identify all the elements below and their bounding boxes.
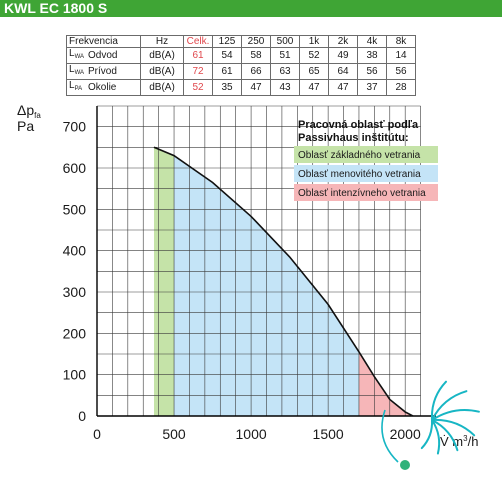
row-symbol: LWA [66, 47, 87, 64]
fan-logo-icon [431, 390, 468, 421]
legend-title: Passivhaus inštitútu: [298, 132, 409, 144]
legend-swatch [294, 184, 438, 201]
y-tick-label: 600 [63, 160, 87, 176]
fan-logo-icon [420, 419, 434, 450]
legend-title: Pracovná oblasť podľa [298, 119, 419, 131]
y-tick-label: 400 [63, 243, 87, 259]
y-tick-label: 500 [63, 201, 87, 217]
y-axis-label: Δpfa [17, 102, 41, 120]
zone-area [359, 351, 413, 416]
x-tick-label: 1500 [313, 426, 344, 442]
x-tick-label: 500 [162, 426, 186, 442]
product-title: KWL EC 1800 S [4, 0, 108, 16]
fan-logo-icon [431, 409, 480, 421]
y-tick-label: 200 [63, 325, 87, 341]
x-axis-label: V̇ m3/h [440, 434, 478, 449]
legend-entry: Oblasť menovitého vetrania [298, 169, 421, 180]
legend-swatch [294, 146, 438, 163]
fan-curve-line [153, 146, 414, 417]
y-tick-label: 0 [78, 408, 86, 424]
table-header-row: Frekvencia Hz Celk. 125 250 500 1k 2k 4k… [65, 35, 417, 48]
title-bar: KWL EC 1800 S [0, 0, 502, 17]
x-tick-label: 2000 [390, 426, 421, 442]
x-tick-label: 1000 [236, 426, 267, 442]
x-tick-label: 0 [93, 426, 101, 442]
table-cell: 47 [328, 79, 359, 96]
fan-logo-icon [381, 409, 399, 463]
y-tick-label: 100 [63, 367, 87, 383]
row-symbol: LPA [66, 79, 87, 96]
sound-level-table: Frekvencia Hz Celk. 125 250 500 1k 2k 4k… [65, 35, 417, 96]
fan-logo-icon [400, 460, 410, 470]
fan-logo-icon [431, 419, 441, 455]
legend-swatch [294, 165, 438, 182]
fan-logo-icon [430, 380, 447, 421]
table-row: LPA Okolie dB(A) 52 35 47 43 47 47 37 28 [66, 79, 417, 96]
table-cell: 28 [386, 79, 417, 96]
zone-area [154, 147, 174, 417]
y-axis-unit: Pa [17, 118, 35, 134]
fan-logo-icon [431, 418, 476, 437]
fan-logo-icon [431, 419, 459, 452]
legend-entry: Oblasť intenzívneho vetrania [298, 188, 426, 199]
y-tick-label: 700 [63, 119, 87, 135]
legend-entry: Oblasť základného vetrania [298, 150, 421, 161]
y-tick-label: 300 [63, 284, 87, 300]
